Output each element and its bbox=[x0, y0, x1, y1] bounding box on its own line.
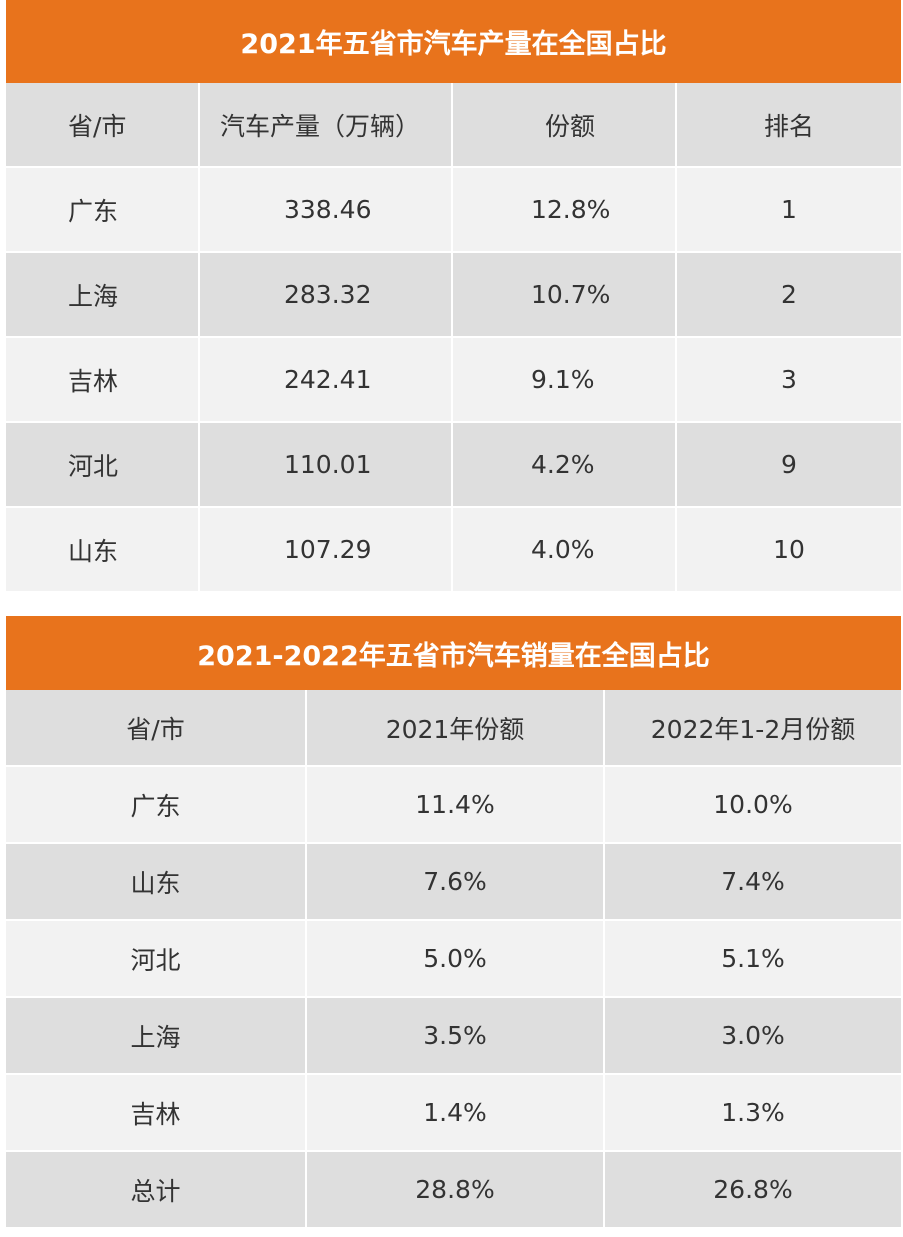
cell-rank: 9 bbox=[676, 422, 901, 508]
header-share-2022: 2022年1-2月份额 bbox=[604, 690, 901, 767]
cell-share-2022: 10.0% bbox=[604, 766, 901, 844]
cell-rank: 10 bbox=[676, 507, 901, 593]
cell-production: 107.29 bbox=[199, 507, 453, 593]
header-province: 省/市 bbox=[6, 690, 307, 767]
table-row: 河北 5.0% 5.1% bbox=[6, 920, 901, 998]
production-table: 2021年五省市汽车产量在全国占比 省/市 汽车产量（万辆） 份额 排名 广东 … bbox=[6, 0, 901, 593]
production-table-grid: 省/市 汽车产量（万辆） 份额 排名 广东 338.46 12.8% 1 上海 … bbox=[6, 83, 901, 593]
cell-share-2021: 3.5% bbox=[306, 997, 605, 1075]
cell-province: 广东 bbox=[6, 167, 200, 253]
cell-share-2022: 5.1% bbox=[604, 920, 901, 998]
table-row: 上海 3.5% 3.0% bbox=[6, 997, 901, 1075]
cell-rank: 1 bbox=[676, 167, 901, 253]
header-production: 汽车产量（万辆） bbox=[199, 83, 453, 168]
table-row: 广东 338.46 12.8% 1 bbox=[6, 167, 901, 253]
cell-production: 110.01 bbox=[199, 422, 453, 508]
cell-share-2021: 7.6% bbox=[306, 843, 605, 921]
table-row: 河北 110.01 4.2% 9 bbox=[6, 422, 901, 508]
cell-province: 山东 bbox=[6, 507, 200, 593]
cell-share: 4.2% bbox=[452, 422, 677, 508]
table-row: 总计 28.8% 26.8% bbox=[6, 1151, 901, 1229]
sales-table: 2021-2022年五省市汽车销量在全国占比 省/市 2021年份额 2022年… bbox=[6, 616, 901, 1229]
cell-share-2022: 7.4% bbox=[604, 843, 901, 921]
cell-share-2022: 1.3% bbox=[604, 1074, 901, 1152]
production-header-row: 省/市 汽车产量（万辆） 份额 排名 bbox=[6, 83, 901, 168]
cell-province: 河北 bbox=[6, 422, 200, 508]
production-table-title: 2021年五省市汽车产量在全国占比 bbox=[6, 0, 901, 83]
header-province: 省/市 bbox=[6, 83, 200, 168]
cell-province: 河北 bbox=[6, 920, 307, 998]
cell-share-2021: 28.8% bbox=[306, 1151, 605, 1229]
cell-share: 4.0% bbox=[452, 507, 677, 593]
cell-province: 广东 bbox=[6, 766, 307, 844]
sales-table-title: 2021-2022年五省市汽车销量在全国占比 bbox=[6, 616, 901, 690]
cell-province: 上海 bbox=[6, 252, 200, 338]
cell-province: 总计 bbox=[6, 1151, 307, 1229]
table-row: 吉林 242.41 9.1% 3 bbox=[6, 337, 901, 423]
cell-production: 283.32 bbox=[199, 252, 453, 338]
cell-rank: 2 bbox=[676, 252, 901, 338]
table-row: 山东 107.29 4.0% 10 bbox=[6, 507, 901, 593]
cell-share-2021: 1.4% bbox=[306, 1074, 605, 1152]
cell-province: 吉林 bbox=[6, 1074, 307, 1152]
header-rank: 排名 bbox=[676, 83, 901, 168]
cell-province: 山东 bbox=[6, 843, 307, 921]
cell-production: 338.46 bbox=[199, 167, 453, 253]
sales-header-row: 省/市 2021年份额 2022年1-2月份额 bbox=[6, 690, 901, 767]
cell-share-2022: 26.8% bbox=[604, 1151, 901, 1229]
table-row: 上海 283.32 10.7% 2 bbox=[6, 252, 901, 338]
sales-table-grid: 省/市 2021年份额 2022年1-2月份额 广东 11.4% 10.0% 山… bbox=[6, 690, 901, 1229]
table-row: 山东 7.6% 7.4% bbox=[6, 843, 901, 921]
cell-share: 12.8% bbox=[452, 167, 677, 253]
cell-share-2021: 5.0% bbox=[306, 920, 605, 998]
cell-production: 242.41 bbox=[199, 337, 453, 423]
cell-rank: 3 bbox=[676, 337, 901, 423]
cell-province: 上海 bbox=[6, 997, 307, 1075]
cell-share: 10.7% bbox=[452, 252, 677, 338]
table-row: 吉林 1.4% 1.3% bbox=[6, 1074, 901, 1152]
cell-share: 9.1% bbox=[452, 337, 677, 423]
header-share-2021: 2021年份额 bbox=[306, 690, 605, 767]
header-share: 份额 bbox=[452, 83, 677, 168]
cell-share-2021: 11.4% bbox=[306, 766, 605, 844]
table-row: 广东 11.4% 10.0% bbox=[6, 766, 901, 844]
cell-province: 吉林 bbox=[6, 337, 200, 423]
cell-share-2022: 3.0% bbox=[604, 997, 901, 1075]
